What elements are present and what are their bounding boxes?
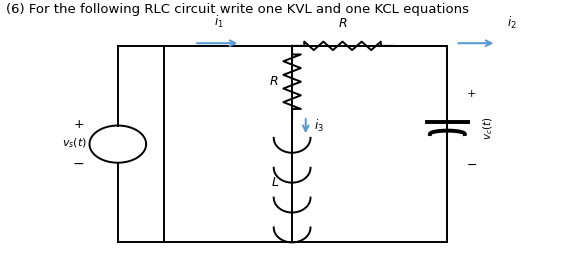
Text: −: − bbox=[73, 157, 84, 171]
Text: −: − bbox=[467, 159, 477, 172]
Text: $v_c(t)$: $v_c(t)$ bbox=[481, 116, 495, 140]
Text: (6) For the following RLC circuit write one KVL and one KCL equations: (6) For the following RLC circuit write … bbox=[6, 3, 469, 16]
Text: $v_s(t)$: $v_s(t)$ bbox=[62, 136, 87, 150]
Text: +: + bbox=[74, 118, 84, 131]
Text: L: L bbox=[271, 176, 279, 189]
Text: $i_2$: $i_2$ bbox=[507, 15, 517, 31]
Text: $i_3$: $i_3$ bbox=[314, 118, 324, 134]
Text: $i_1$: $i_1$ bbox=[214, 14, 223, 30]
Text: +: + bbox=[467, 89, 477, 99]
Text: R: R bbox=[270, 75, 279, 88]
Text: R: R bbox=[338, 17, 347, 30]
